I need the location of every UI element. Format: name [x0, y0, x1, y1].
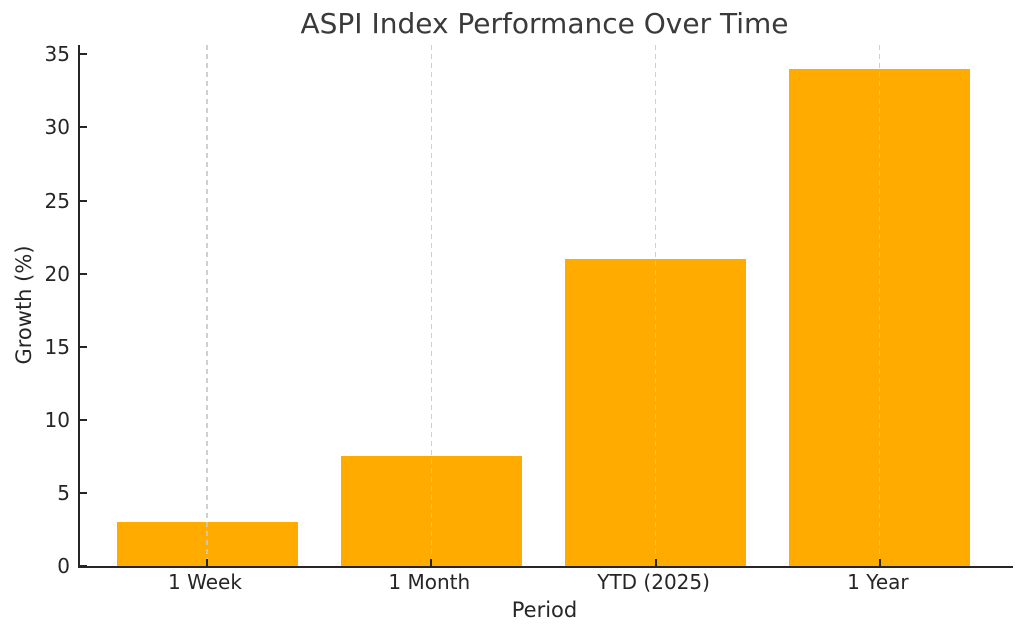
y-tick-mark	[80, 345, 87, 348]
vertical-gridline	[206, 45, 208, 566]
vertical-gridline	[430, 45, 432, 566]
plot-area	[78, 45, 1013, 568]
y-tick-label: 15	[44, 334, 70, 359]
x-tick-mark	[654, 559, 657, 566]
y-tick-label: 25	[44, 188, 70, 213]
y-tick-mark	[80, 565, 87, 567]
y-tick-label: 5	[57, 480, 70, 505]
vertical-gridline	[655, 45, 657, 566]
vertical-gridline	[879, 45, 881, 566]
x-axis-label: Period	[511, 598, 578, 622]
y-tick-mark	[80, 491, 87, 494]
y-tick-mark	[80, 272, 87, 275]
y-tick-label: 35	[44, 42, 70, 67]
y-tick-label: 20	[44, 261, 70, 286]
x-tick-label: YTD (2025)	[597, 570, 710, 594]
y-tick-mark	[80, 199, 87, 202]
x-tick-label: 1 Month	[388, 570, 471, 594]
y-tick-mark	[80, 418, 87, 421]
x-tick-label: 1 Year	[847, 570, 909, 594]
y-tick-label: 0	[57, 554, 70, 578]
y-tick-label: 30	[44, 115, 70, 140]
y-tick-label: 10	[44, 407, 70, 432]
x-tick-label: 1 Week	[168, 570, 242, 594]
x-tick-mark	[878, 559, 881, 566]
y-tick-mark	[80, 53, 87, 56]
chart-title: ASPI Index Performance Over Time	[300, 7, 789, 40]
x-tick-mark	[430, 559, 433, 566]
y-tick-mark	[80, 126, 87, 129]
x-tick-mark	[206, 559, 208, 566]
